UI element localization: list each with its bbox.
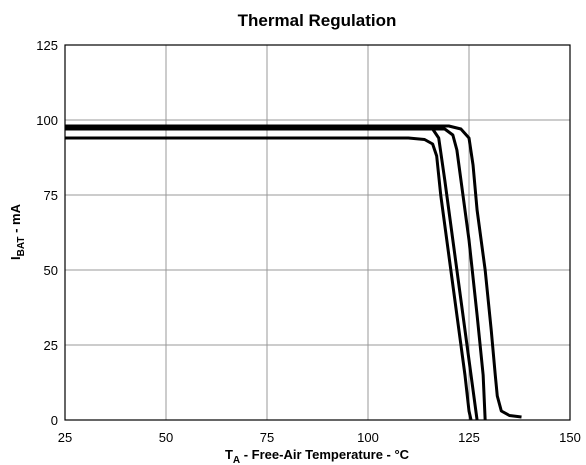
y-tick-label: 0 bbox=[51, 413, 58, 428]
x-tick-label: 25 bbox=[58, 430, 72, 445]
y-tick-label: 25 bbox=[44, 338, 58, 353]
y-tick-label: 75 bbox=[44, 188, 58, 203]
series-line bbox=[65, 124, 522, 419]
x-label-sub: A bbox=[233, 455, 240, 465]
y-label-rest: - mA bbox=[8, 203, 23, 236]
series-line bbox=[65, 127, 487, 421]
x-tick-label: 150 bbox=[559, 430, 581, 445]
x-tick-label: 100 bbox=[357, 430, 379, 445]
y-tick-label: 50 bbox=[44, 263, 58, 278]
series-line bbox=[65, 136, 473, 421]
y-label-sub: BAT bbox=[16, 237, 27, 257]
y-axis-label: IBAT - mA bbox=[8, 203, 27, 260]
y-label-main: I bbox=[8, 256, 23, 260]
x-tick-label: 125 bbox=[458, 430, 480, 445]
series-line bbox=[65, 124, 479, 421]
x-label-main: T bbox=[225, 447, 233, 462]
x-tick-label: 50 bbox=[159, 430, 173, 445]
chart-title: Thermal Regulation bbox=[238, 11, 397, 30]
x-tick-label: 75 bbox=[260, 430, 274, 445]
y-tick-label: 100 bbox=[36, 113, 58, 128]
x-axis-label: TA - Free-Air Temperature - °C bbox=[225, 447, 410, 465]
x-label-rest: - Free-Air Temperature - °C bbox=[240, 447, 410, 462]
plot-frame bbox=[64, 44, 571, 421]
y-tick-label: 125 bbox=[36, 38, 58, 53]
